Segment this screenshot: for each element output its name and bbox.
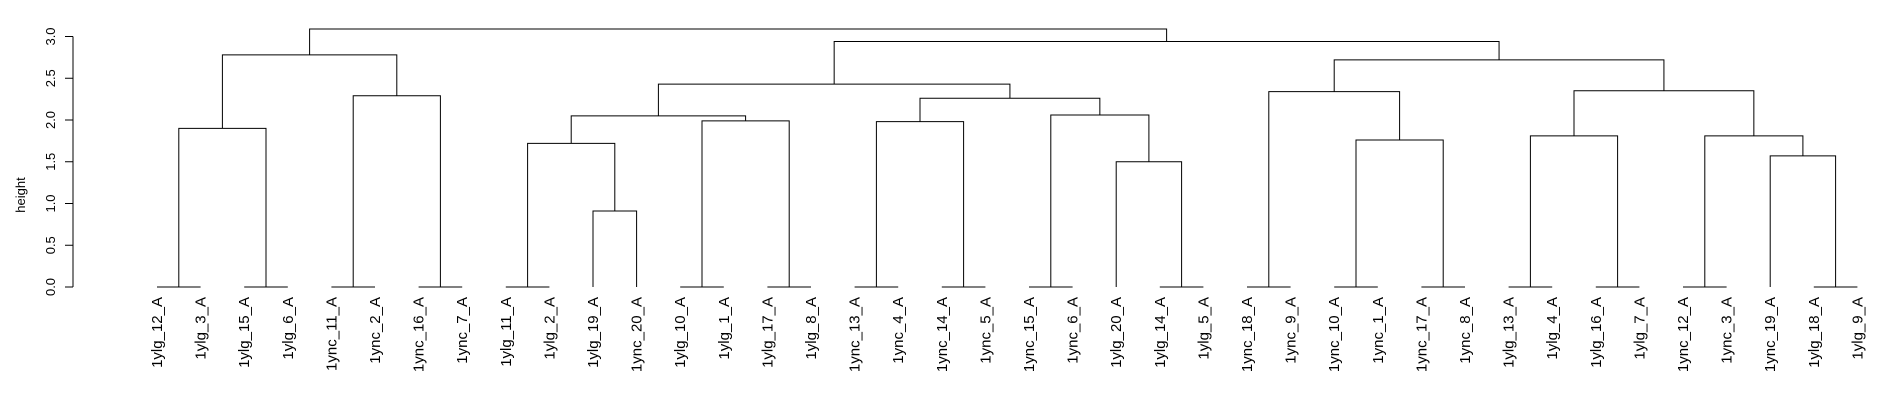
leaf-label: 1ync_9_A xyxy=(1283,297,1300,364)
leaf-label: 1ylg_7_A xyxy=(1631,297,1648,360)
leaf-label: 1ylg_14_A xyxy=(1152,297,1169,368)
leaf-label: 1ylg_9_A xyxy=(1849,297,1866,360)
leaf-label: 1ylg_8_A xyxy=(803,297,820,360)
dendrogram-link xyxy=(1268,91,1401,287)
leaf-label: 1ync_13_A xyxy=(847,297,864,372)
leaf-label: 1ync_5_A xyxy=(977,297,994,364)
leaf-label: 1ylg_15_A xyxy=(236,297,253,368)
dendrogram-link xyxy=(570,115,747,144)
leaf-label: 1ync_6_A xyxy=(1065,297,1082,364)
leaf-label: 1ync_18_A xyxy=(1239,297,1256,372)
y-tick-label: 2.5 xyxy=(43,69,58,87)
dendrogram-link xyxy=(309,28,1168,55)
y-tick-label: 1.5 xyxy=(43,153,58,171)
leaf-label: 1ync_7_A xyxy=(454,297,471,364)
y-tick-label: 0.5 xyxy=(43,236,58,254)
leaf-label: 1ylg_4_A xyxy=(1544,297,1561,360)
leaf-label: 1ync_19_A xyxy=(1762,297,1779,372)
leaf-label: 1ync_8_A xyxy=(1457,297,1474,364)
dendrogram-link xyxy=(1704,135,1804,287)
y-axis: 0.0 0.5 1.0 1.5 2.0 2.5 3.0 xyxy=(43,27,74,296)
leaf-label: 1ylg_2_A xyxy=(541,297,558,360)
dendrogram-link xyxy=(1573,90,1755,136)
leaf-label: 1ylg_17_A xyxy=(759,297,776,368)
leaf-label: 1ylg_5_A xyxy=(1195,297,1212,360)
dendrogram-link xyxy=(919,97,1101,122)
leaf-label: 1ylg_18_A xyxy=(1806,297,1823,368)
leaf-label: 1ylg_3_A xyxy=(193,297,210,360)
dendrogram-link xyxy=(657,83,1011,116)
leaf-label: 1ylg_1_A xyxy=(716,297,733,360)
dendrogram-link xyxy=(1529,135,1619,287)
dendrogram-link xyxy=(1769,155,1837,287)
leaf-label: 1ync_1_A xyxy=(1370,297,1387,364)
y-tick-label: 1.0 xyxy=(43,194,58,212)
leaf-label: 1ync_10_A xyxy=(1326,297,1343,372)
leaf-labels: 1ylg_12_A 1ylg_3_A 1ylg_15_A 1ylg_6_A 1ync_1… xyxy=(149,297,1866,372)
dendrogram-tree xyxy=(157,28,1858,288)
leaf-label: 1ync_15_A xyxy=(1021,297,1038,372)
dendrogram-link xyxy=(833,41,1500,85)
dendrogram-link xyxy=(1355,139,1444,287)
dendrogram-link xyxy=(701,120,790,287)
leaf-label: 1ync_4_A xyxy=(890,297,907,364)
dendrogram-link xyxy=(592,210,638,287)
dendrogram-link xyxy=(178,127,267,287)
dendrogram-link xyxy=(352,95,441,287)
leaf-label: 1ync_16_A xyxy=(411,297,428,372)
leaf-label: 1ylg_6_A xyxy=(280,297,297,360)
leaf-label: 1ync_2_A xyxy=(367,297,384,364)
y-tick-label: 2.0 xyxy=(43,111,58,129)
y-axis-title: height xyxy=(13,177,28,213)
y-tick-label: 3.0 xyxy=(43,27,58,45)
dendrogram-link xyxy=(221,54,398,129)
dendrogram-link xyxy=(1115,161,1183,287)
leaf-label: 1ylg_11_A xyxy=(498,297,515,367)
leaf-label: 1ylg_10_A xyxy=(672,297,689,368)
leaf-label: 1ync_3_A xyxy=(1719,297,1736,364)
leaf-label: 1ylg_20_A xyxy=(1108,297,1125,368)
leaf-label: 1ync_12_A xyxy=(1675,297,1692,372)
leaf-label: 1ync_11_A xyxy=(323,297,340,371)
dendrogram-link xyxy=(527,142,616,287)
leaf-label: 1ylg_13_A xyxy=(1501,297,1518,368)
y-tick-label: 0.0 xyxy=(43,278,58,296)
leaf-label: 1ylg_12_A xyxy=(149,297,166,368)
dendrogram-link xyxy=(875,121,965,287)
leaf-label: 1ync_20_A xyxy=(629,297,646,372)
leaf-label: 1ylg_16_A xyxy=(1588,297,1605,368)
leaf-label: 1ylg_19_A xyxy=(585,297,602,368)
dendrogram-link xyxy=(1333,59,1665,92)
leaf-label: 1ync_14_A xyxy=(934,297,951,372)
dendrogram-link xyxy=(1050,114,1150,287)
leaf-label: 1ync_17_A xyxy=(1413,297,1430,372)
